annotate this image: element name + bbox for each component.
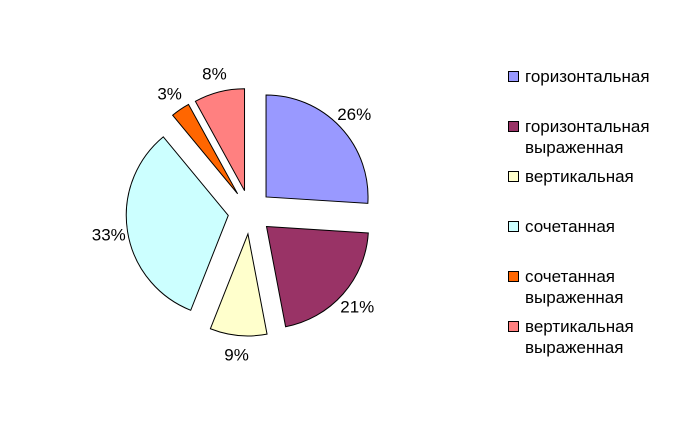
slice-percent-label-3: 33% — [92, 225, 126, 244]
legend-label: вертикальная выраженная — [525, 317, 634, 357]
legend-label: вертикальная — [525, 167, 634, 186]
legend-label: сочетанная выраженная — [525, 267, 624, 307]
legend-label: горизонтальная — [525, 67, 650, 86]
legend-swatch — [508, 71, 519, 82]
legend-item-3: сочетанная — [508, 216, 674, 266]
pie-slice-4 — [171, 103, 239, 195]
chart-legend: горизонтальная горизонтальная выраженная в… — [508, 66, 674, 366]
pie-slice-1 — [265, 226, 369, 328]
legend-swatch — [508, 271, 519, 282]
slice-percent-label-0: 26% — [337, 105, 371, 124]
slice-percent-label-5: 8% — [202, 64, 227, 83]
pie-slice-5 — [194, 88, 246, 191]
legend-item-2: вертикальная — [508, 166, 674, 216]
pie-slice-2 — [209, 232, 268, 337]
slice-percent-label-1: 21% — [340, 298, 374, 317]
legend-swatch — [508, 321, 519, 332]
legend-swatch — [508, 171, 519, 182]
legend-swatch — [508, 121, 519, 132]
legend-swatch — [508, 221, 519, 232]
slice-percent-label-2: 9% — [224, 345, 249, 364]
legend-item-1: горизонтальная выраженная — [508, 116, 674, 166]
pie-slice-3 — [125, 136, 229, 311]
legend-label: горизонтальная выраженная — [525, 117, 650, 157]
pie-slice-0 — [265, 94, 369, 204]
legend-item-5: вертикальная выраженная — [508, 316, 674, 366]
slice-percent-label-4: 3% — [157, 85, 182, 104]
legend-label: сочетанная — [525, 217, 616, 236]
legend-item-0: горизонтальная — [508, 66, 674, 116]
legend-item-4: сочетанная выраженная — [508, 266, 674, 316]
